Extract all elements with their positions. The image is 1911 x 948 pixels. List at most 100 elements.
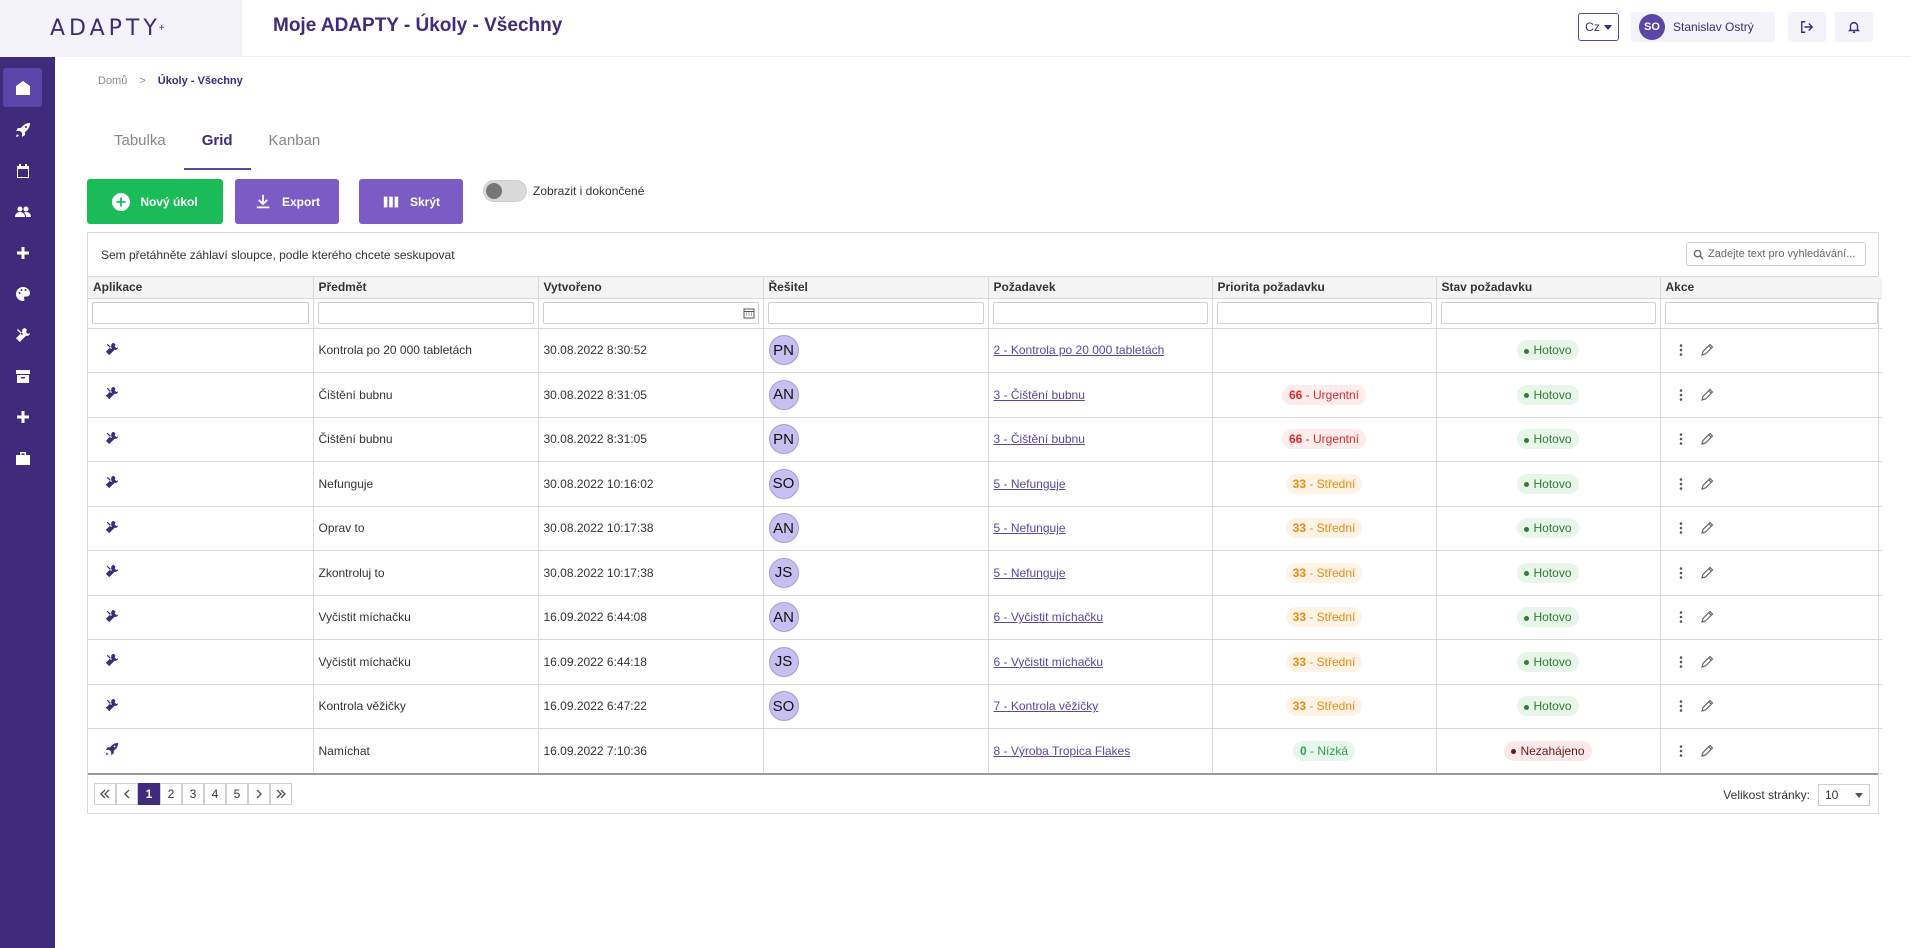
request-link[interactable]: 6 - Vyčistit míchačku bbox=[993, 654, 1104, 669]
page-button-2[interactable]: 2 bbox=[160, 783, 182, 805]
resolver-avatar: PN bbox=[768, 335, 799, 366]
table-row[interactable]: Čištění bubnu 30.08.2022 8:31:05 PN 3 - Čiš… bbox=[88, 417, 1882, 462]
table-row[interactable]: Namíchat 16.09.2022 7:10:36 8 - Výroba Tro… bbox=[88, 728, 1882, 774]
table-row[interactable]: Čištění bubnu 30.08.2022 8:31:05 AN 3 - Čiš… bbox=[88, 372, 1882, 418]
request-link[interactable]: 3 - Čištění bubnu bbox=[993, 432, 1085, 447]
edit-pencil-icon[interactable] bbox=[1700, 744, 1714, 758]
table-row[interactable]: Nefunguje 30.08.2022 10:16:02 SO 5 - Nefung… bbox=[88, 461, 1882, 507]
language-value: Cz bbox=[1585, 20, 1600, 34]
language-select[interactable]: Cz bbox=[1578, 13, 1619, 41]
column-header-resolver[interactable]: Řešitel bbox=[763, 277, 989, 299]
request-link[interactable]: 5 - Nefunguje bbox=[993, 476, 1066, 491]
prev-page-button[interactable] bbox=[116, 783, 138, 805]
search-input[interactable]: Zadejte text pro vyhledávání... bbox=[1686, 242, 1866, 266]
sidebar-item-maintenance[interactable] bbox=[3, 315, 42, 354]
edit-pencil-icon[interactable] bbox=[1700, 655, 1714, 669]
sidebar-item-home[interactable] bbox=[3, 68, 42, 107]
filter-app-input[interactable] bbox=[92, 302, 309, 324]
tab-kanban[interactable]: Kanban bbox=[268, 132, 321, 149]
table-row[interactable]: Zkontroluj to 30.08.2022 10:17:38 JS 5 - Ne… bbox=[88, 550, 1882, 596]
priority-badge: 66 - Urgentní bbox=[1281, 429, 1367, 450]
column-header-priority[interactable]: Priorita požadavku bbox=[1212, 277, 1437, 299]
edit-pencil-icon[interactable] bbox=[1700, 388, 1714, 402]
edit-pencil-icon[interactable] bbox=[1700, 521, 1714, 535]
status-cell: Hotovo bbox=[1436, 506, 1661, 551]
edit-pencil-icon[interactable] bbox=[1700, 432, 1714, 446]
calendar-icon[interactable] bbox=[743, 307, 755, 319]
tab-grid[interactable]: Grid bbox=[183, 124, 251, 170]
edit-pencil-icon[interactable] bbox=[1700, 610, 1714, 624]
request-link[interactable]: 8 - Výroba Tropica Flakes bbox=[993, 743, 1131, 758]
request-link[interactable]: 6 - Vyčistit míchačku bbox=[993, 610, 1104, 625]
sidebar-item-palette[interactable] bbox=[3, 274, 42, 313]
edit-pencil-icon[interactable] bbox=[1700, 699, 1714, 713]
filter-priority-input[interactable] bbox=[1216, 302, 1432, 324]
more-vertical-icon[interactable] bbox=[1674, 566, 1688, 580]
sidebar-item-add[interactable] bbox=[3, 233, 42, 272]
more-vertical-icon[interactable] bbox=[1674, 655, 1688, 669]
column-header-created[interactable]: Vytvořeno bbox=[538, 277, 764, 299]
filter-resolver-input[interactable] bbox=[767, 302, 984, 324]
more-vertical-icon[interactable] bbox=[1674, 699, 1688, 713]
new-task-button[interactable]: Nový úkol bbox=[87, 179, 223, 224]
breadcrumb-home[interactable]: Domů bbox=[98, 75, 128, 87]
filter-actions-input[interactable] bbox=[1664, 302, 1878, 324]
user-menu[interactable]: SO Stanislav Ostrý bbox=[1631, 12, 1775, 42]
page-button-3[interactable]: 3 bbox=[182, 783, 204, 805]
sidebar-item-add-2[interactable] bbox=[3, 397, 42, 436]
more-vertical-icon[interactable] bbox=[1674, 477, 1688, 491]
logo[interactable]: ADAPTY + bbox=[0, 0, 242, 57]
more-vertical-icon[interactable] bbox=[1674, 744, 1688, 758]
actions-cell bbox=[1660, 595, 1882, 640]
request-link[interactable]: 5 - Nefunguje bbox=[993, 521, 1066, 536]
edit-pencil-icon[interactable] bbox=[1700, 343, 1714, 357]
filter-subject-input[interactable] bbox=[317, 302, 534, 324]
table-row[interactable]: Vyčistit míchačku 16.09.2022 6:44:18 JS 6 -… bbox=[88, 639, 1882, 685]
more-vertical-icon[interactable] bbox=[1674, 388, 1688, 402]
more-vertical-icon[interactable] bbox=[1674, 610, 1688, 624]
request-link[interactable]: 2 - Kontrola po 20 000 tabletách bbox=[993, 343, 1165, 358]
next-page-button[interactable] bbox=[248, 783, 270, 805]
edit-pencil-icon[interactable] bbox=[1700, 477, 1714, 491]
page-button-4[interactable]: 4 bbox=[204, 783, 226, 805]
more-vertical-icon[interactable] bbox=[1674, 343, 1688, 357]
filter-created-input[interactable] bbox=[542, 302, 759, 324]
tab-tabulka[interactable]: Tabulka bbox=[114, 132, 166, 149]
logout-button[interactable] bbox=[1788, 12, 1826, 42]
export-button[interactable]: Export bbox=[235, 179, 339, 224]
more-vertical-icon[interactable] bbox=[1674, 432, 1688, 446]
group-panel[interactable]: Sem přetáhněte záhlaví sloupce, podle kt… bbox=[88, 233, 1878, 277]
notifications-button[interactable] bbox=[1835, 12, 1873, 42]
table-row[interactable]: Kontrola věžičky 16.09.2022 6:47:22 SO 7 - … bbox=[88, 684, 1882, 729]
header-row: Aplikace Předmět Vytvořeno Řešitel Požad… bbox=[88, 277, 1882, 299]
page-button-1[interactable]: 1 bbox=[138, 783, 160, 805]
table-row[interactable]: Vyčistit míchačku 16.09.2022 6:44:08 AN 6 -… bbox=[88, 595, 1882, 640]
last-page-button[interactable] bbox=[270, 783, 292, 805]
column-header-subject[interactable]: Předmět bbox=[313, 277, 539, 299]
first-page-button[interactable] bbox=[94, 783, 116, 805]
page-button-5[interactable]: 5 bbox=[226, 783, 248, 805]
request-link[interactable]: 7 - Kontrola věžičky bbox=[993, 699, 1099, 714]
column-header-app[interactable]: Aplikace bbox=[88, 277, 314, 299]
edit-pencil-icon[interactable] bbox=[1700, 566, 1714, 580]
sidebar-item-production[interactable] bbox=[3, 110, 42, 149]
sidebar-item-briefcase[interactable] bbox=[3, 438, 42, 477]
created-cell: 16.09.2022 6:47:22 bbox=[538, 684, 764, 729]
resolver-avatar: AN bbox=[768, 513, 799, 544]
column-header-status[interactable]: Stav požadavku bbox=[1436, 277, 1661, 299]
table-row[interactable]: Kontrola po 20 000 tabletách 30.08.2022 8… bbox=[88, 328, 1882, 373]
page-size-select[interactable]: 10 bbox=[1818, 784, 1870, 806]
filter-request-input[interactable] bbox=[992, 302, 1208, 324]
more-vertical-icon[interactable] bbox=[1674, 521, 1688, 535]
hide-columns-button[interactable]: Skrýt bbox=[359, 179, 463, 224]
sidebar-item-calendar[interactable] bbox=[3, 151, 42, 190]
filter-status-input[interactable] bbox=[1440, 302, 1656, 324]
sidebar-item-users[interactable] bbox=[3, 192, 42, 231]
sidebar-item-archive[interactable] bbox=[3, 356, 42, 395]
request-link[interactable]: 3 - Čištění bubnu bbox=[993, 387, 1085, 402]
table-row[interactable]: Oprav to 30.08.2022 10:17:38 AN 5 - Nefungu… bbox=[88, 506, 1882, 551]
toggle-knob bbox=[486, 183, 502, 199]
show-completed-toggle[interactable] bbox=[483, 180, 527, 202]
request-link[interactable]: 5 - Nefunguje bbox=[993, 565, 1066, 580]
column-header-request[interactable]: Požadavek bbox=[988, 277, 1213, 299]
